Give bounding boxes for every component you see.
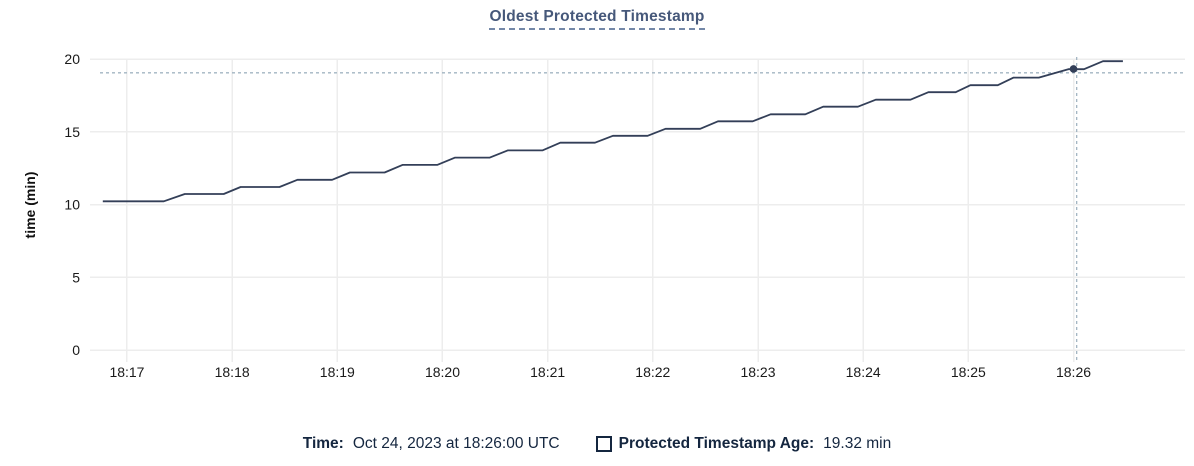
chart-title[interactable]: Oldest Protected Timestamp bbox=[489, 8, 705, 30]
y-tick-label: 20 bbox=[64, 51, 80, 67]
x-tick-label: 18:24 bbox=[846, 364, 881, 380]
x-tick-label: 18:23 bbox=[740, 364, 775, 380]
chart-title-row: Oldest Protected Timestamp bbox=[0, 8, 1194, 30]
y-tick-label: 15 bbox=[64, 124, 80, 140]
x-tick-label: 18:17 bbox=[109, 364, 144, 380]
legend-series-value: 19.32 min bbox=[823, 435, 892, 452]
x-tick-label: 18:21 bbox=[530, 364, 565, 380]
x-tick-label: 18:22 bbox=[635, 364, 670, 380]
tooltip-time-label: Time: bbox=[302, 435, 344, 452]
hover-point-dot bbox=[1069, 65, 1078, 73]
x-tick-label: 18:20 bbox=[425, 364, 460, 380]
y-tick-label: 0 bbox=[72, 342, 80, 358]
x-tick-label: 18:25 bbox=[951, 364, 986, 380]
y-tick-label: 10 bbox=[64, 197, 80, 213]
x-tick-label: 18:18 bbox=[215, 364, 250, 380]
legend-series-swatch-icon bbox=[595, 436, 612, 452]
series-line-protected-timestamp-age bbox=[102, 60, 1123, 203]
legend-item-protected-timestamp-age[interactable]: Protected Timestamp Age: bbox=[595, 435, 815, 453]
tooltip-legend-bar: Time: Oct 24, 2023 at 18:26:00 UTC Prote… bbox=[0, 435, 1194, 453]
legend-series-label: Protected Timestamp Age: bbox=[618, 435, 815, 452]
tooltip-time-value: Oct 24, 2023 at 18:26:00 UTC bbox=[352, 435, 560, 452]
x-tick-label: 18:26 bbox=[1056, 364, 1091, 380]
x-tick-label: 18:19 bbox=[320, 364, 355, 380]
y-tick-label: 5 bbox=[72, 269, 80, 285]
